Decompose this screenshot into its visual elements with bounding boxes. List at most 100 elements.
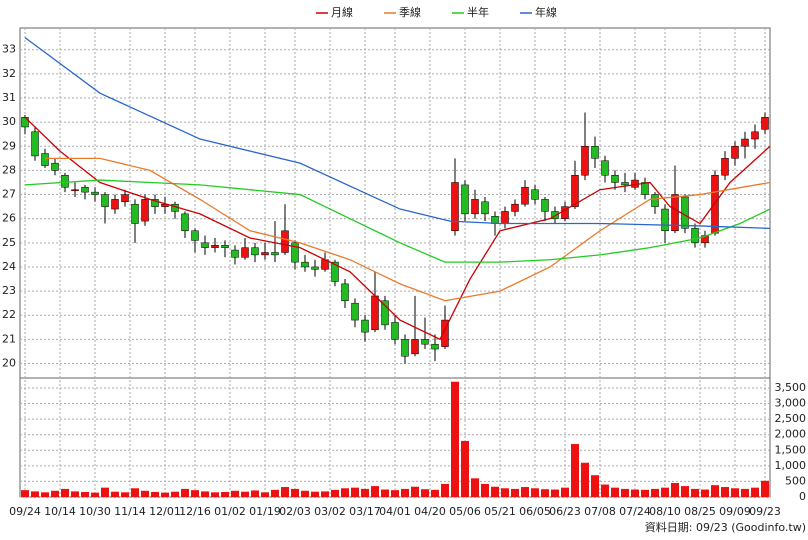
candle-body xyxy=(591,146,599,159)
candle-body xyxy=(651,194,659,207)
candle-body xyxy=(131,203,139,224)
candle-body xyxy=(541,199,549,212)
y2-tick-label: 2,000 xyxy=(775,428,807,441)
candle-body xyxy=(121,194,129,203)
volume-bar xyxy=(581,462,589,497)
candle-body xyxy=(61,174,69,188)
y-tick-label: 28 xyxy=(2,163,16,176)
candle-body xyxy=(381,300,389,326)
volume-bar xyxy=(481,483,489,497)
volume-bar xyxy=(311,491,319,497)
candle-body xyxy=(371,295,379,330)
y-tick-label: 32 xyxy=(2,67,16,80)
candle-body xyxy=(451,182,459,232)
candle-body xyxy=(21,117,29,128)
candle-body xyxy=(661,208,669,232)
footer: 資料日期: 09/23 (Goodinfo.tw) xyxy=(645,520,806,534)
candle-body xyxy=(331,261,339,282)
x-tick-label: 05/21 xyxy=(484,505,516,518)
volume-bar xyxy=(731,488,739,497)
legend-label: 月線 xyxy=(331,5,353,19)
volume-bar xyxy=(461,440,469,497)
volume-bar xyxy=(101,487,109,497)
y-tick-label: 26 xyxy=(2,212,16,225)
volume-bar xyxy=(741,488,749,497)
volume-bar xyxy=(701,489,709,497)
y2-tick-label: 500 xyxy=(785,474,806,487)
volume-bar xyxy=(371,486,379,497)
candle-body xyxy=(461,184,469,215)
candle-body xyxy=(211,244,219,248)
volume-bar xyxy=(141,490,149,497)
x-tick-label: 10/14 xyxy=(44,505,76,518)
y2-tick-label: 3,000 xyxy=(775,397,807,410)
volume-bar xyxy=(231,490,239,497)
volume-bar xyxy=(161,492,169,497)
volume-bar xyxy=(211,492,219,497)
candle-body xyxy=(151,199,159,207)
candle-body xyxy=(521,187,529,205)
candle-body xyxy=(741,138,749,147)
candle-body xyxy=(351,302,359,321)
candle-body xyxy=(501,211,509,224)
candle-body xyxy=(191,230,199,241)
x-tick-label: 01/19 xyxy=(249,505,281,518)
volume-bar xyxy=(361,488,369,497)
candle-body xyxy=(181,213,189,232)
x-tick-label: 07/24 xyxy=(619,505,651,518)
volume-bar xyxy=(241,491,249,497)
volume-bar xyxy=(571,444,579,497)
volume-bar xyxy=(381,489,389,497)
candle-body xyxy=(271,252,279,256)
candle-body xyxy=(681,196,689,229)
volume-bar xyxy=(21,490,29,497)
volume-bar xyxy=(81,492,89,497)
volume-bar xyxy=(691,488,699,497)
volume-bar xyxy=(621,488,629,497)
x-tick-label: 03/02 xyxy=(314,505,346,518)
y2-tick-label: 3,500 xyxy=(775,381,807,394)
volume-bar xyxy=(651,488,659,497)
x-tick-label: 03/17 xyxy=(349,505,381,518)
volume-bar xyxy=(271,489,279,497)
y-tick-label: 33 xyxy=(2,43,16,56)
volume-bar xyxy=(531,488,539,497)
x-tick-label: 10/30 xyxy=(79,505,111,518)
legend-label: 年線 xyxy=(535,5,557,19)
volume-bar xyxy=(681,486,689,497)
volume-bar xyxy=(541,489,549,497)
candle-body xyxy=(531,189,539,200)
volume-bar xyxy=(41,492,49,497)
volume-bar xyxy=(601,484,609,497)
volume-bar xyxy=(71,491,79,497)
volume-bar xyxy=(171,491,179,497)
volume-bar xyxy=(521,487,529,497)
candle-body xyxy=(571,174,579,207)
volume-bar xyxy=(551,489,559,497)
moving-average-line xyxy=(24,179,771,263)
candle-body xyxy=(641,182,649,195)
candle-body xyxy=(41,153,49,166)
x-tick-label: 12/01 xyxy=(149,505,181,518)
candle-body xyxy=(341,283,349,302)
y-tick-label: 20 xyxy=(2,357,16,370)
y-tick-label: 21 xyxy=(2,332,16,345)
volume-bar xyxy=(61,488,69,497)
candle-body xyxy=(511,203,519,212)
candle-body xyxy=(441,319,449,347)
candle-body xyxy=(261,252,269,256)
x-tick-label: 05/06 xyxy=(449,505,481,518)
candle-body xyxy=(361,319,369,333)
volume-bar xyxy=(331,489,339,497)
y-tick-label: 30 xyxy=(2,115,16,128)
candle-body xyxy=(751,131,759,140)
candle-body xyxy=(91,191,99,195)
volume-bar xyxy=(511,488,519,497)
candle-body xyxy=(31,131,39,157)
volume-bar xyxy=(441,483,449,497)
candle-body xyxy=(301,261,309,268)
x-tick-label: 06/05 xyxy=(519,505,551,518)
x-tick-label: 08/25 xyxy=(684,505,716,518)
volume-bar xyxy=(191,490,199,497)
y2-tick-label: 1,000 xyxy=(775,459,807,472)
